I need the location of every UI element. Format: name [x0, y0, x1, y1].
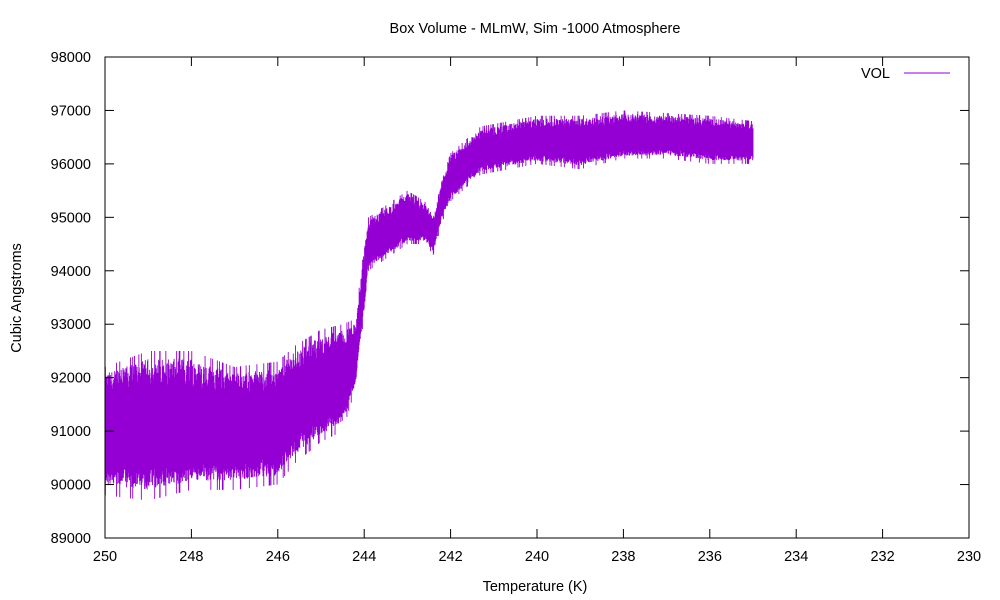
y-tick-label: 92000 — [51, 371, 91, 387]
y-tick-label: 93000 — [51, 317, 91, 333]
x-tick-label: 236 — [698, 549, 722, 565]
chart-title: Box Volume - MLmW, Sim -1000 Atmosphere — [390, 21, 681, 37]
x-tick-label: 238 — [611, 549, 635, 565]
series-layer — [104, 110, 754, 500]
y-tick-label: 96000 — [51, 157, 91, 173]
y-tick-label: 97000 — [51, 103, 91, 119]
y-axis-label: Cubic Angstroms — [9, 243, 25, 353]
x-tick-label: 230 — [957, 549, 981, 565]
axes-layer: 89000 90000 91000 92000 93000 94000 95000 96000… — [51, 50, 981, 565]
legend-label-vol: VOL — [861, 66, 890, 82]
x-tick-label: 232 — [870, 549, 894, 565]
x-tick-label: 234 — [784, 549, 808, 565]
y-tick-label: 89000 — [51, 531, 91, 547]
x-tick-label: 250 — [93, 549, 117, 565]
y-tick-label: 95000 — [51, 210, 91, 226]
y-tick-label: 90000 — [51, 478, 91, 494]
x-tick-label: 246 — [266, 549, 290, 565]
x-axis-label: Temperature (K) — [483, 579, 588, 595]
x-tick-label: 244 — [352, 549, 376, 565]
y-tick-label: 98000 — [51, 50, 91, 66]
y-tick-label: 91000 — [51, 424, 91, 440]
legend: VOL — [861, 66, 950, 82]
series-line-vol — [104, 110, 754, 500]
y-tick-label: 94000 — [51, 264, 91, 280]
x-tick-label: 242 — [438, 549, 462, 565]
x-tick-label: 248 — [179, 549, 203, 565]
x-tick-label: 240 — [525, 549, 549, 565]
